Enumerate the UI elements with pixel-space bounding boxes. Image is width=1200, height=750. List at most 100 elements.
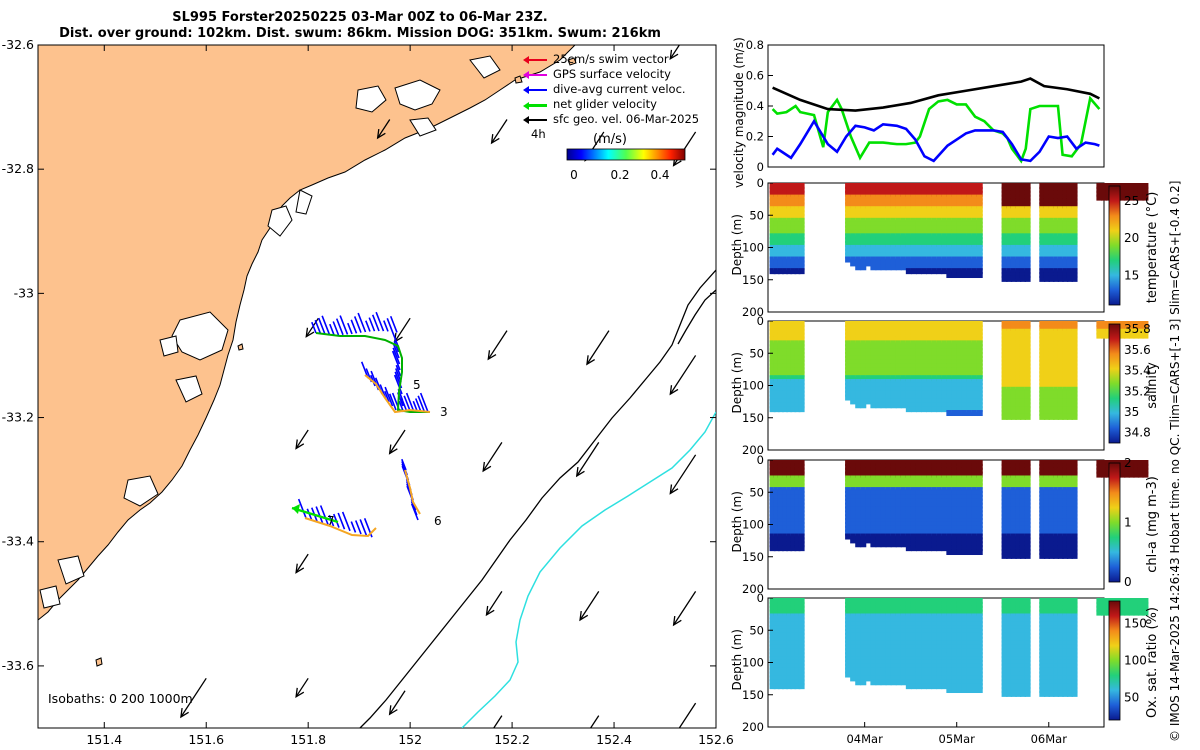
- dive-profile: [905, 460, 912, 552]
- dive-profile: [966, 460, 973, 556]
- dive-profile: [1019, 460, 1026, 559]
- dive-profile: [1048, 598, 1055, 697]
- colorbar-tick-label: 35.8: [1124, 322, 1151, 336]
- surface-profile: [1133, 460, 1140, 478]
- dive-profile: [855, 460, 862, 548]
- dive-profile: [1001, 183, 1008, 282]
- dive-profile: [855, 321, 862, 409]
- isobath-1000m: [461, 411, 716, 728]
- dive-profile: [794, 598, 801, 690]
- surface-profile: [1096, 183, 1103, 201]
- geo-velocity-arrow: [295, 553, 309, 574]
- velocity-series-line: [771, 95, 1101, 164]
- dive-profile: [790, 598, 797, 690]
- dive-profile: [926, 183, 933, 275]
- surface-profile: [1101, 321, 1107, 339]
- dive-profile: [794, 183, 801, 275]
- glider-track: [291, 311, 431, 538]
- surface-profile: [1124, 598, 1131, 616]
- dive-profile: [860, 460, 867, 548]
- dive-profile: [921, 321, 928, 413]
- geo-velocity-arrow: [482, 442, 503, 473]
- dive-profile: [1048, 460, 1055, 559]
- dive-profile: [790, 183, 797, 275]
- dive-profile: [1010, 183, 1017, 282]
- legend-geo-velocity-arrow: [523, 116, 547, 124]
- depth-tick-label: 150: [742, 273, 764, 287]
- map-xtick-label: 151.8: [290, 732, 326, 747]
- dive-profile: [782, 598, 789, 690]
- dive-profile: [865, 598, 872, 682]
- dive-profile: [1062, 460, 1069, 559]
- surface-profile: [1137, 460, 1144, 478]
- dive-profile: [915, 183, 922, 275]
- profile-panel: 0 50 100 150 200 Depth (m) 34.8 35 35.2 35.4 35.6 3…: [730, 314, 1160, 457]
- islands: [95, 57, 577, 667]
- dive-profile: [905, 321, 912, 413]
- speed-colorbar: (m/s) 0 0.2 0.4: [566, 132, 686, 182]
- dive-profile: [782, 183, 789, 275]
- dive-profile: [1062, 321, 1069, 420]
- map-xtick-label: 152.2: [494, 732, 530, 747]
- dive-profile: [895, 183, 902, 271]
- surface-profile: [1142, 183, 1149, 201]
- time-xtick-label: 05Mar: [939, 732, 976, 746]
- dive-profile: [941, 183, 948, 275]
- depth-ylabel: Depth (m): [730, 491, 744, 552]
- map-ytick-label: -33.2: [2, 410, 34, 425]
- segment-label-7: 7: [327, 514, 335, 528]
- depth-tick-label: 150: [742, 688, 764, 702]
- geo-velocity-arrow: [672, 591, 697, 627]
- colorbar-tick-label: 35.6: [1124, 343, 1151, 357]
- dive-profile: [1019, 183, 1026, 282]
- dive-profile: [941, 460, 948, 552]
- dive-profile: [880, 183, 887, 271]
- dive-profile: [910, 183, 917, 275]
- dive-profile: [956, 183, 963, 279]
- depth-tick-label: 200: [742, 720, 764, 734]
- surface-profile: [1119, 460, 1126, 478]
- dive-profile: [1053, 183, 1060, 282]
- dive-profile: [1066, 183, 1073, 282]
- geo-velocity-arrow: [295, 429, 309, 450]
- dive-profile: [865, 321, 872, 405]
- geo-velocity-arrow: [586, 330, 610, 366]
- velocity-ytick-label: 0.6: [746, 69, 764, 83]
- dive-profile: [1006, 598, 1013, 697]
- dive-profile: [773, 321, 780, 413]
- legend-geo-velocity: sfc geo. vel. 06-Mar-2025: [523, 112, 713, 127]
- depth-colorbar: [1108, 323, 1121, 444]
- dive-profile: [1057, 460, 1064, 559]
- colorbar-tick-label: 50: [1124, 691, 1139, 705]
- dive-profile: [769, 321, 776, 413]
- colorbar-tick-label: 35.2: [1124, 384, 1151, 398]
- legend-label: net glider velocity: [553, 97, 657, 111]
- time-xtick-label: 04Mar: [846, 732, 883, 746]
- dive-profile: [936, 460, 943, 552]
- dive-profile: [961, 598, 968, 694]
- segment-labels: 5 3 6 7: [327, 378, 448, 528]
- dive-profile: [1006, 460, 1013, 559]
- dive-profile: [915, 598, 922, 690]
- dive-profile: [773, 598, 780, 690]
- dive-profile: [915, 321, 922, 413]
- colorbar-tick-1: 0.2: [610, 168, 629, 182]
- dive-profile: [1043, 460, 1050, 559]
- dive-profile: [900, 598, 907, 686]
- colorbar-tick-label: 34.8: [1124, 426, 1151, 440]
- dive-profile: [1053, 598, 1060, 697]
- dive-profile: [1066, 460, 1073, 559]
- legend-swim-vector-arrow: [523, 56, 547, 64]
- dive-profile: [890, 598, 897, 686]
- depth-tick-label: 50: [749, 623, 764, 637]
- dive-profile: [1015, 460, 1022, 559]
- depth-tick-label: 50: [749, 208, 764, 222]
- dive-profile: [790, 460, 797, 552]
- dive-profile: [850, 598, 857, 682]
- dive-profile: [786, 321, 793, 413]
- dive-profile: [860, 183, 867, 271]
- glider-path-orange: [364, 374, 431, 414]
- colorbar-tick-label: 25: [1124, 194, 1139, 208]
- map-ytick-label: -32.8: [2, 161, 34, 176]
